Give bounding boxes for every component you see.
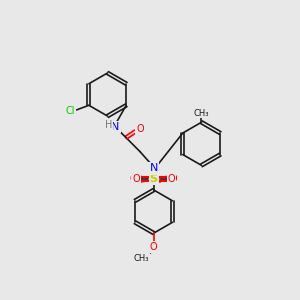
- Text: CH₃: CH₃: [134, 254, 149, 263]
- Text: H: H: [105, 120, 112, 130]
- Text: O: O: [168, 174, 175, 184]
- Text: N: N: [150, 164, 158, 173]
- Text: Cl: Cl: [66, 106, 75, 116]
- Text: N: N: [111, 122, 119, 132]
- Text: O: O: [136, 124, 144, 134]
- Text: O: O: [170, 174, 178, 184]
- Text: S: S: [150, 174, 158, 184]
- Text: CH₃: CH₃: [194, 109, 209, 118]
- Text: O: O: [130, 174, 137, 184]
- Text: O: O: [132, 174, 140, 184]
- Text: O: O: [150, 242, 158, 252]
